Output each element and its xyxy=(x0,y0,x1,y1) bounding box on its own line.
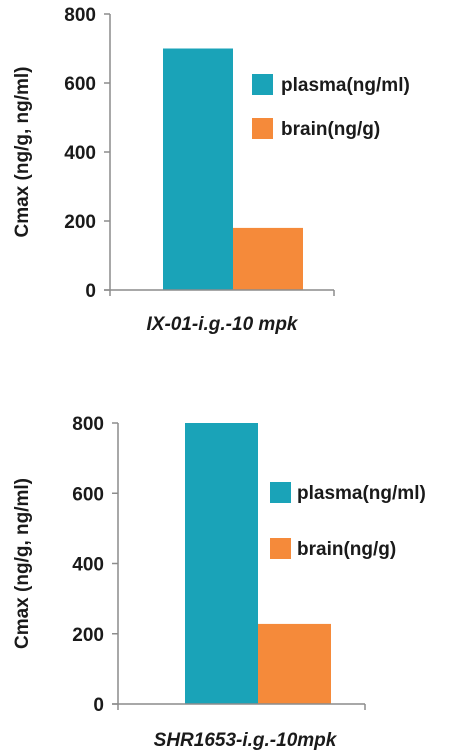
legend-swatch-brain xyxy=(252,118,273,139)
chart-1: 0 200 400 600 800 Cmax (ng/g, ng/ml) IX-01-i.g… xyxy=(12,5,410,335)
bar-plasma xyxy=(185,423,258,704)
y-axis-label: Cmax (ng/g, ng/ml) xyxy=(12,67,33,238)
legend-label-brain: brain(ng/g) xyxy=(281,119,380,140)
y-tick-label: 800 xyxy=(64,5,96,26)
y-tick-label: 400 xyxy=(64,143,96,164)
legend-label-plasma: plasma(ng/ml) xyxy=(297,483,426,504)
y-tick-label: 400 xyxy=(72,555,104,576)
bar-brain xyxy=(233,227,303,290)
legend-swatch-plasma xyxy=(270,482,291,503)
y-tick-label: 200 xyxy=(72,625,104,646)
chart-2: 0 200 400 600 800 Cmax (ng/g, ng/ml) SHR1653-i… xyxy=(12,414,426,751)
y-tick-label: 0 xyxy=(93,695,104,716)
legend-swatch-plasma xyxy=(252,74,273,95)
bar-plasma xyxy=(163,48,233,290)
bar-brain xyxy=(258,623,331,704)
x-axis-label: IX-01-i.g.-10 mpk xyxy=(147,314,299,335)
x-axis-label: SHR1653-i.g.-10mpk xyxy=(154,730,338,751)
y-tick-label: 600 xyxy=(64,74,96,95)
y-tick-label: 0 xyxy=(85,281,96,302)
legend-swatch-brain xyxy=(270,538,291,559)
legend-label-brain: brain(ng/g) xyxy=(297,539,396,560)
y-tick-label: 800 xyxy=(72,414,104,435)
legend-label-plasma: plasma(ng/ml) xyxy=(281,75,410,96)
y-axis-label: Cmax (ng/g, ng/ml) xyxy=(12,478,33,649)
y-tick-label: 200 xyxy=(64,212,96,233)
y-tick-label: 600 xyxy=(72,484,104,505)
